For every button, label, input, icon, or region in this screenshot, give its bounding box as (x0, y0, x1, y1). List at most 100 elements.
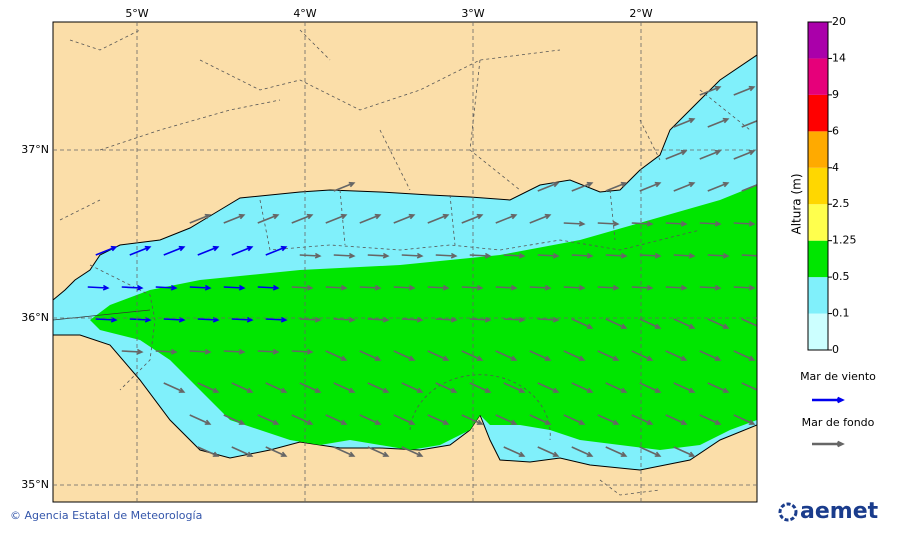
arrow (495, 284, 518, 291)
arrow (265, 382, 288, 393)
arrow (299, 252, 322, 259)
colorbar-frame (807, 21, 829, 351)
colorbar-bin (808, 94, 828, 132)
colorbar-tick-label: 0.5 (832, 270, 850, 283)
arrow (529, 350, 552, 361)
arrow (359, 414, 382, 425)
arrow (401, 446, 424, 457)
arrow (563, 414, 586, 425)
arrow (571, 446, 594, 457)
arrow (563, 284, 586, 291)
lon-label: 3°W (461, 7, 484, 20)
arrow (325, 213, 348, 224)
arrow (461, 350, 484, 361)
arrow (699, 284, 722, 291)
arrow (631, 350, 654, 361)
arrow (699, 414, 722, 425)
arrow (741, 254, 757, 258)
arrow (95, 245, 118, 256)
arrow (163, 245, 186, 256)
arrow (291, 348, 314, 355)
arrow (333, 316, 356, 323)
arrow (367, 252, 390, 259)
lat-label: 35°N (21, 478, 49, 491)
arrow (741, 318, 757, 329)
arrow (333, 252, 356, 259)
arrow (197, 316, 220, 323)
footer: © Agencia Estatal de Meteorología (10, 509, 202, 522)
arrow (639, 382, 662, 393)
arrow (537, 252, 560, 259)
colorbar-title: Altura (m) (790, 173, 804, 234)
arrow (197, 382, 220, 393)
colorbar-bin (808, 58, 828, 95)
arrow (537, 382, 560, 393)
lat-label: 37°N (21, 143, 49, 156)
arrow (733, 284, 756, 291)
arrow (231, 245, 254, 256)
arrow (155, 284, 178, 291)
arrow (571, 382, 594, 393)
colorbar-bin (808, 240, 828, 278)
arrow (741, 117, 757, 128)
arrow (257, 414, 280, 425)
arrow (665, 220, 688, 227)
arrow (333, 181, 356, 192)
arrow (631, 414, 654, 425)
arrow (401, 382, 424, 393)
arrow (495, 213, 518, 224)
arrow (741, 181, 757, 192)
arrow (699, 220, 722, 227)
arrow (571, 181, 594, 192)
arrow (537, 446, 560, 457)
arrow (495, 414, 518, 425)
arrow (223, 414, 246, 425)
arrow (223, 348, 246, 355)
arrow (265, 245, 288, 256)
arrow (325, 284, 348, 291)
logo: aemet (800, 499, 879, 524)
arrow (359, 213, 382, 224)
arrow (699, 149, 722, 160)
arrow (529, 414, 552, 425)
lon-label: 5°W (125, 7, 148, 20)
arrow (367, 316, 390, 323)
arrow (503, 252, 526, 259)
arrow (435, 316, 458, 323)
arrow (605, 382, 628, 393)
arrow (427, 414, 450, 425)
arrow (87, 284, 110, 291)
colorbar-bin (808, 167, 828, 205)
arrow (325, 414, 348, 425)
arrow (231, 316, 254, 323)
legend-label: Mar de fondo (802, 416, 875, 429)
arrow (427, 284, 450, 291)
colorbar-tick-label: 0.1 (832, 307, 850, 320)
arrow (461, 284, 484, 291)
arrow (291, 414, 314, 425)
colorbar-tick-label: 6 (832, 124, 839, 137)
colorbar-tick-label: 1.25 (832, 234, 857, 247)
arrow (605, 318, 628, 329)
colorbar-tick-label: 0 (832, 343, 839, 356)
arrow (529, 284, 552, 291)
colorbar-tick-label: 9 (832, 88, 839, 101)
arrow (265, 316, 288, 323)
arrow (673, 382, 696, 393)
arrow (189, 348, 212, 355)
arrow (359, 350, 382, 361)
arrow (155, 348, 178, 355)
arrow (673, 181, 696, 192)
arrow (733, 85, 756, 96)
arrow (401, 316, 424, 323)
arrow (707, 382, 730, 393)
arrow (367, 446, 390, 457)
arrow (733, 220, 756, 227)
arrow (673, 252, 696, 259)
arrow (189, 284, 212, 291)
arrow (291, 213, 314, 224)
arrow (333, 446, 356, 457)
arrow (257, 213, 280, 224)
colorbar-tick-label: 14 (832, 51, 846, 64)
arrow (673, 318, 696, 329)
